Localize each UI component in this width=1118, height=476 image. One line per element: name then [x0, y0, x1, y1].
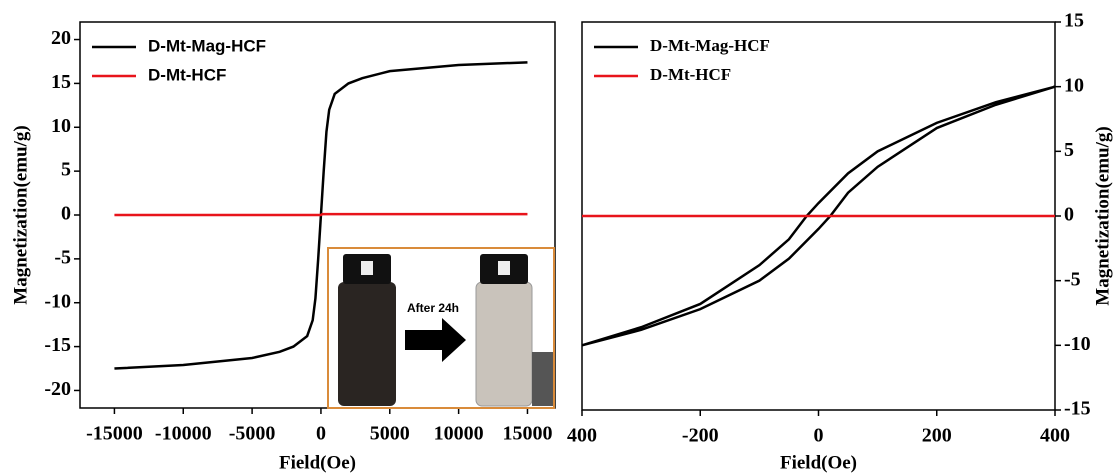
y-tick-label: 20 [51, 27, 71, 49]
x-tick-label: 0 [814, 425, 824, 447]
x-tick-label: 5000 [370, 423, 410, 445]
x-tick-label: 400 [1040, 425, 1070, 447]
y-tick-label: 5 [61, 159, 71, 181]
legend-label: D-Mt-HCF [148, 65, 226, 84]
y-tick-label: 10 [1064, 74, 1084, 96]
y-tick-label: -5 [1064, 268, 1081, 290]
x-tick-label: 400 [567, 425, 597, 447]
y-tick-label: -5 [54, 246, 71, 268]
cap-label [361, 261, 373, 275]
x-axis-label: Field(Oe) [279, 452, 356, 473]
bottle-clear [475, 281, 533, 407]
legend-label: D-Mt-Mag-HCF [148, 36, 266, 55]
y-axis-label: Magnetization(emu/g) [10, 125, 31, 304]
x-tick-label: -10000 [155, 423, 212, 445]
series-line [581, 85, 1056, 347]
y-tick-label: 15 [51, 71, 71, 93]
x-tick-label: -200 [682, 425, 719, 447]
y-tick-label: 5 [1064, 139, 1074, 161]
y-tick-label: 10 [51, 115, 71, 137]
arrow [405, 318, 466, 362]
x-tick-label: -5000 [229, 423, 276, 445]
magnet [532, 352, 553, 406]
x-tick-label: 15000 [502, 423, 552, 445]
x-axis-label: Field(Oe) [780, 452, 857, 473]
y-tick-label: -20 [44, 378, 71, 400]
x-tick-label: 0 [316, 423, 326, 445]
x-tick-label: 200 [922, 425, 952, 447]
x-tick-label: 10000 [434, 423, 484, 445]
bottle-dark [338, 282, 396, 406]
legend-label: D-Mt-Mag-HCF [650, 36, 770, 55]
legend-label: D-Mt-HCF [650, 65, 731, 84]
y-tick-label: 0 [1064, 204, 1074, 226]
series-line [114, 212, 528, 217]
y-axis-label: Magnetization(emu/g) [1092, 126, 1113, 305]
y-tick-label: -15 [1064, 398, 1091, 420]
y-tick-label: -10 [1064, 333, 1091, 355]
y-tick-label: 15 [1064, 10, 1084, 32]
inset-photo: After 24h [327, 247, 555, 409]
cap-label [498, 261, 510, 275]
y-tick-label: -10 [44, 290, 71, 312]
y-tick-label: 0 [61, 203, 71, 225]
inset-annotation: After 24h [407, 301, 459, 315]
x-tick-label: -15000 [86, 423, 143, 445]
y-tick-label: -15 [44, 334, 71, 356]
